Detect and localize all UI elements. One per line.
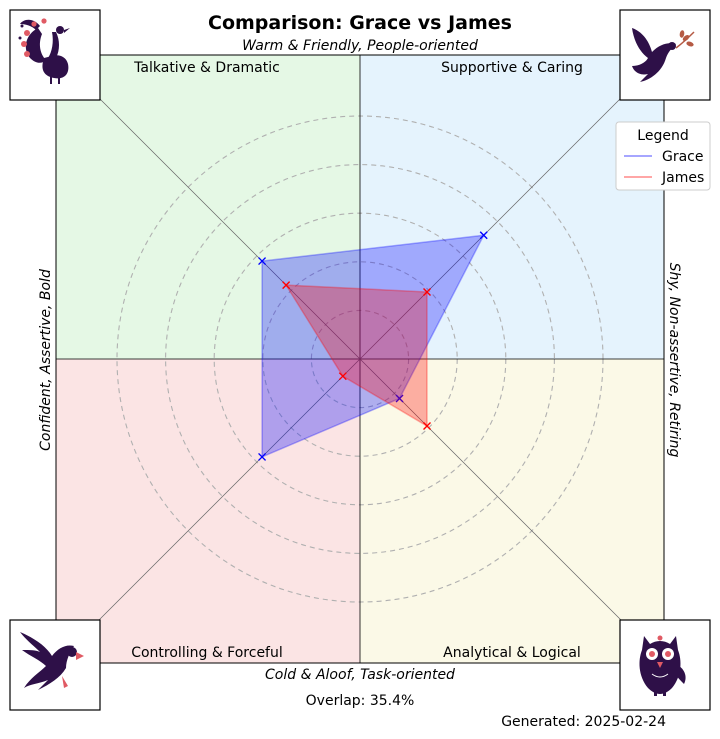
owl-icon bbox=[619, 619, 711, 711]
data-point-grace bbox=[258, 257, 267, 266]
legend-label-grace: Grace bbox=[662, 149, 704, 165]
overlap-text: Overlap: 35.4% bbox=[306, 693, 415, 709]
dove-icon bbox=[619, 9, 711, 101]
axis-label-left: Confident, Assertive, Bold bbox=[38, 269, 54, 451]
quadrant-label-top-right: Supportive & Caring bbox=[441, 60, 583, 76]
legend: Legend Grace James bbox=[615, 121, 711, 191]
legend-label-james: James bbox=[661, 170, 704, 186]
data-point-grace bbox=[258, 452, 267, 461]
generated-date: Generated: 2025-02-24 bbox=[501, 714, 666, 730]
quadrant-label-bottom-right: Analytical & Logical bbox=[443, 645, 581, 661]
axis-diagonal bbox=[55, 54, 665, 664]
series-layer bbox=[258, 231, 488, 461]
data-point-james bbox=[423, 287, 432, 296]
data-point-james bbox=[282, 281, 291, 290]
quadrant-label-bottom-left: Controlling & Forceful bbox=[131, 645, 283, 661]
data-point-grace bbox=[395, 394, 404, 403]
data-point-james bbox=[338, 372, 347, 381]
axis-label-bottom: Cold & Aloof, Task-oriented bbox=[265, 667, 455, 683]
data-point-james bbox=[423, 422, 432, 431]
quadrant-label-top-left: Talkative & Dramatic bbox=[133, 60, 280, 76]
axes bbox=[55, 54, 665, 664]
eagle-icon bbox=[9, 619, 101, 711]
peacock-icon bbox=[9, 9, 101, 101]
chart-title: Comparison: Grace vs James bbox=[208, 12, 512, 34]
data-point-grace bbox=[479, 231, 488, 240]
legend-title: Legend bbox=[637, 128, 688, 144]
axis-label-top: Warm & Friendly, People-oriented bbox=[242, 38, 478, 54]
axis-label-right: Shy, Non-assertive, Retiring bbox=[666, 263, 682, 458]
